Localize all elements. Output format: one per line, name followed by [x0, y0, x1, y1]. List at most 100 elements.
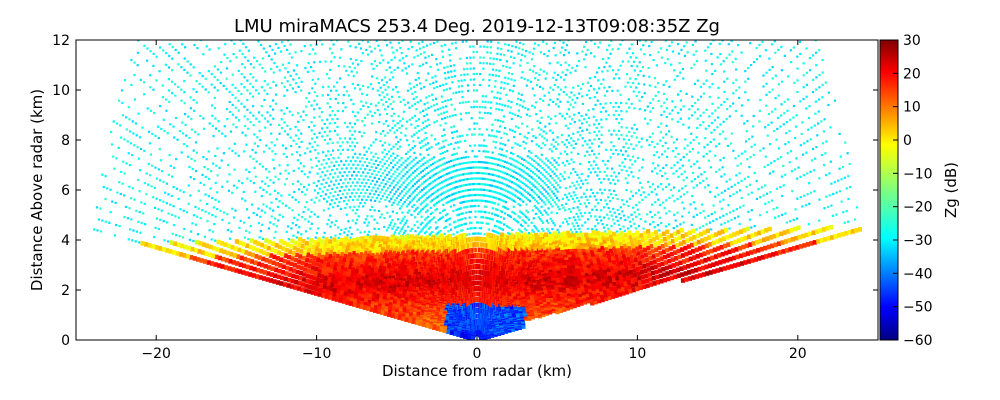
radar-cell — [567, 252, 572, 258]
radar-cell — [729, 195, 732, 198]
radar-cell — [505, 207, 508, 210]
radar-cell — [554, 54, 557, 57]
radar-cell — [819, 238, 824, 243]
radar-cell — [567, 198, 570, 202]
radar-cell — [475, 221, 479, 224]
radar-cell — [498, 103, 501, 106]
radar-cell — [748, 242, 753, 247]
radar-cell — [503, 166, 506, 169]
radar-cell — [643, 92, 646, 95]
radar-cell — [566, 263, 571, 268]
radar-cell — [778, 250, 783, 255]
radar-cell — [532, 190, 535, 193]
radar-cell — [583, 253, 588, 259]
radar-cell — [516, 97, 520, 100]
radar-cell — [464, 101, 467, 104]
radar-cell — [719, 63, 722, 66]
radar-cell — [765, 104, 768, 107]
radar-cell — [745, 226, 750, 232]
radar-cell — [614, 239, 619, 245]
radar-cell — [803, 142, 806, 145]
radar-cell — [499, 97, 502, 100]
radar-cell — [522, 212, 525, 216]
radar-cell — [607, 230, 612, 235]
radar-cell — [577, 138, 580, 141]
radar-cell — [685, 176, 688, 179]
radar-cell — [477, 210, 480, 213]
radar-cell — [581, 224, 584, 227]
radar-cell — [553, 166, 556, 169]
radar-cell — [646, 213, 649, 216]
radar-cell — [663, 236, 668, 242]
radar-cell — [703, 258, 708, 263]
radar-cell — [607, 178, 610, 181]
radar-cell — [654, 85, 657, 88]
radar-cell — [550, 190, 553, 193]
radar-cell — [458, 179, 461, 182]
radar-cell — [657, 99, 660, 103]
radar-cell — [759, 196, 762, 199]
radar-cell — [531, 87, 534, 90]
radar-cell — [616, 208, 619, 212]
radar-cell — [509, 128, 512, 131]
radar-cell — [764, 126, 767, 129]
radar-cell — [612, 218, 615, 221]
radar-cell — [638, 201, 641, 204]
radar-cell — [611, 255, 616, 261]
radar-cell — [738, 229, 744, 234]
radar-cell — [591, 242, 597, 248]
radar-cell — [659, 131, 662, 134]
radar-cell — [570, 137, 573, 140]
radar-cell — [663, 260, 668, 265]
radar-cell — [698, 142, 701, 145]
radar-cell — [716, 116, 720, 119]
radar-cell — [534, 179, 537, 182]
radar-cell — [620, 286, 625, 292]
radar-cell — [639, 181, 642, 184]
radar-cell — [783, 239, 788, 244]
radar-cell — [755, 58, 759, 61]
radar-cell — [471, 161, 474, 164]
radar-cell — [551, 163, 554, 166]
radar-cell — [568, 141, 571, 144]
radar-cell — [591, 191, 595, 195]
radar-cell — [745, 251, 750, 256]
radar-cell — [625, 169, 628, 173]
radar-cell — [554, 140, 557, 144]
radar-cell — [723, 221, 726, 225]
radar-cell — [556, 86, 559, 89]
radar-cell — [644, 40, 647, 43]
radar-cell — [491, 156, 494, 160]
radar-cell — [579, 230, 582, 233]
radar-cell — [536, 194, 539, 197]
radar-cell — [602, 285, 607, 290]
radar-cell — [789, 220, 792, 223]
radar-cell — [572, 235, 577, 241]
radar-cell — [461, 167, 464, 170]
radar-cell — [770, 243, 775, 249]
radar-cell — [580, 114, 583, 118]
radar-cell — [768, 91, 771, 94]
radar-cell — [726, 144, 729, 147]
radar-cell — [784, 212, 787, 215]
radar-cell — [593, 123, 596, 126]
radar-cell — [603, 272, 608, 278]
radar-cell — [490, 167, 493, 170]
radar-cell — [578, 261, 583, 267]
radar-cell — [692, 138, 695, 142]
radar-cell — [461, 229, 464, 232]
radar-cell — [734, 109, 737, 113]
radar-cell — [563, 164, 567, 167]
radar-cell — [595, 126, 598, 129]
radar-cell — [847, 175, 850, 178]
radar-cell — [770, 43, 773, 46]
radar-cell — [559, 292, 564, 297]
radar-cell — [581, 95, 584, 98]
radar-cell — [725, 118, 728, 121]
radar-cell — [713, 128, 716, 132]
radar-cell — [727, 43, 730, 46]
radar-cell — [533, 65, 536, 68]
radar-cell — [761, 40, 764, 43]
radar-cell — [763, 245, 768, 251]
radar-cell — [652, 98, 655, 101]
